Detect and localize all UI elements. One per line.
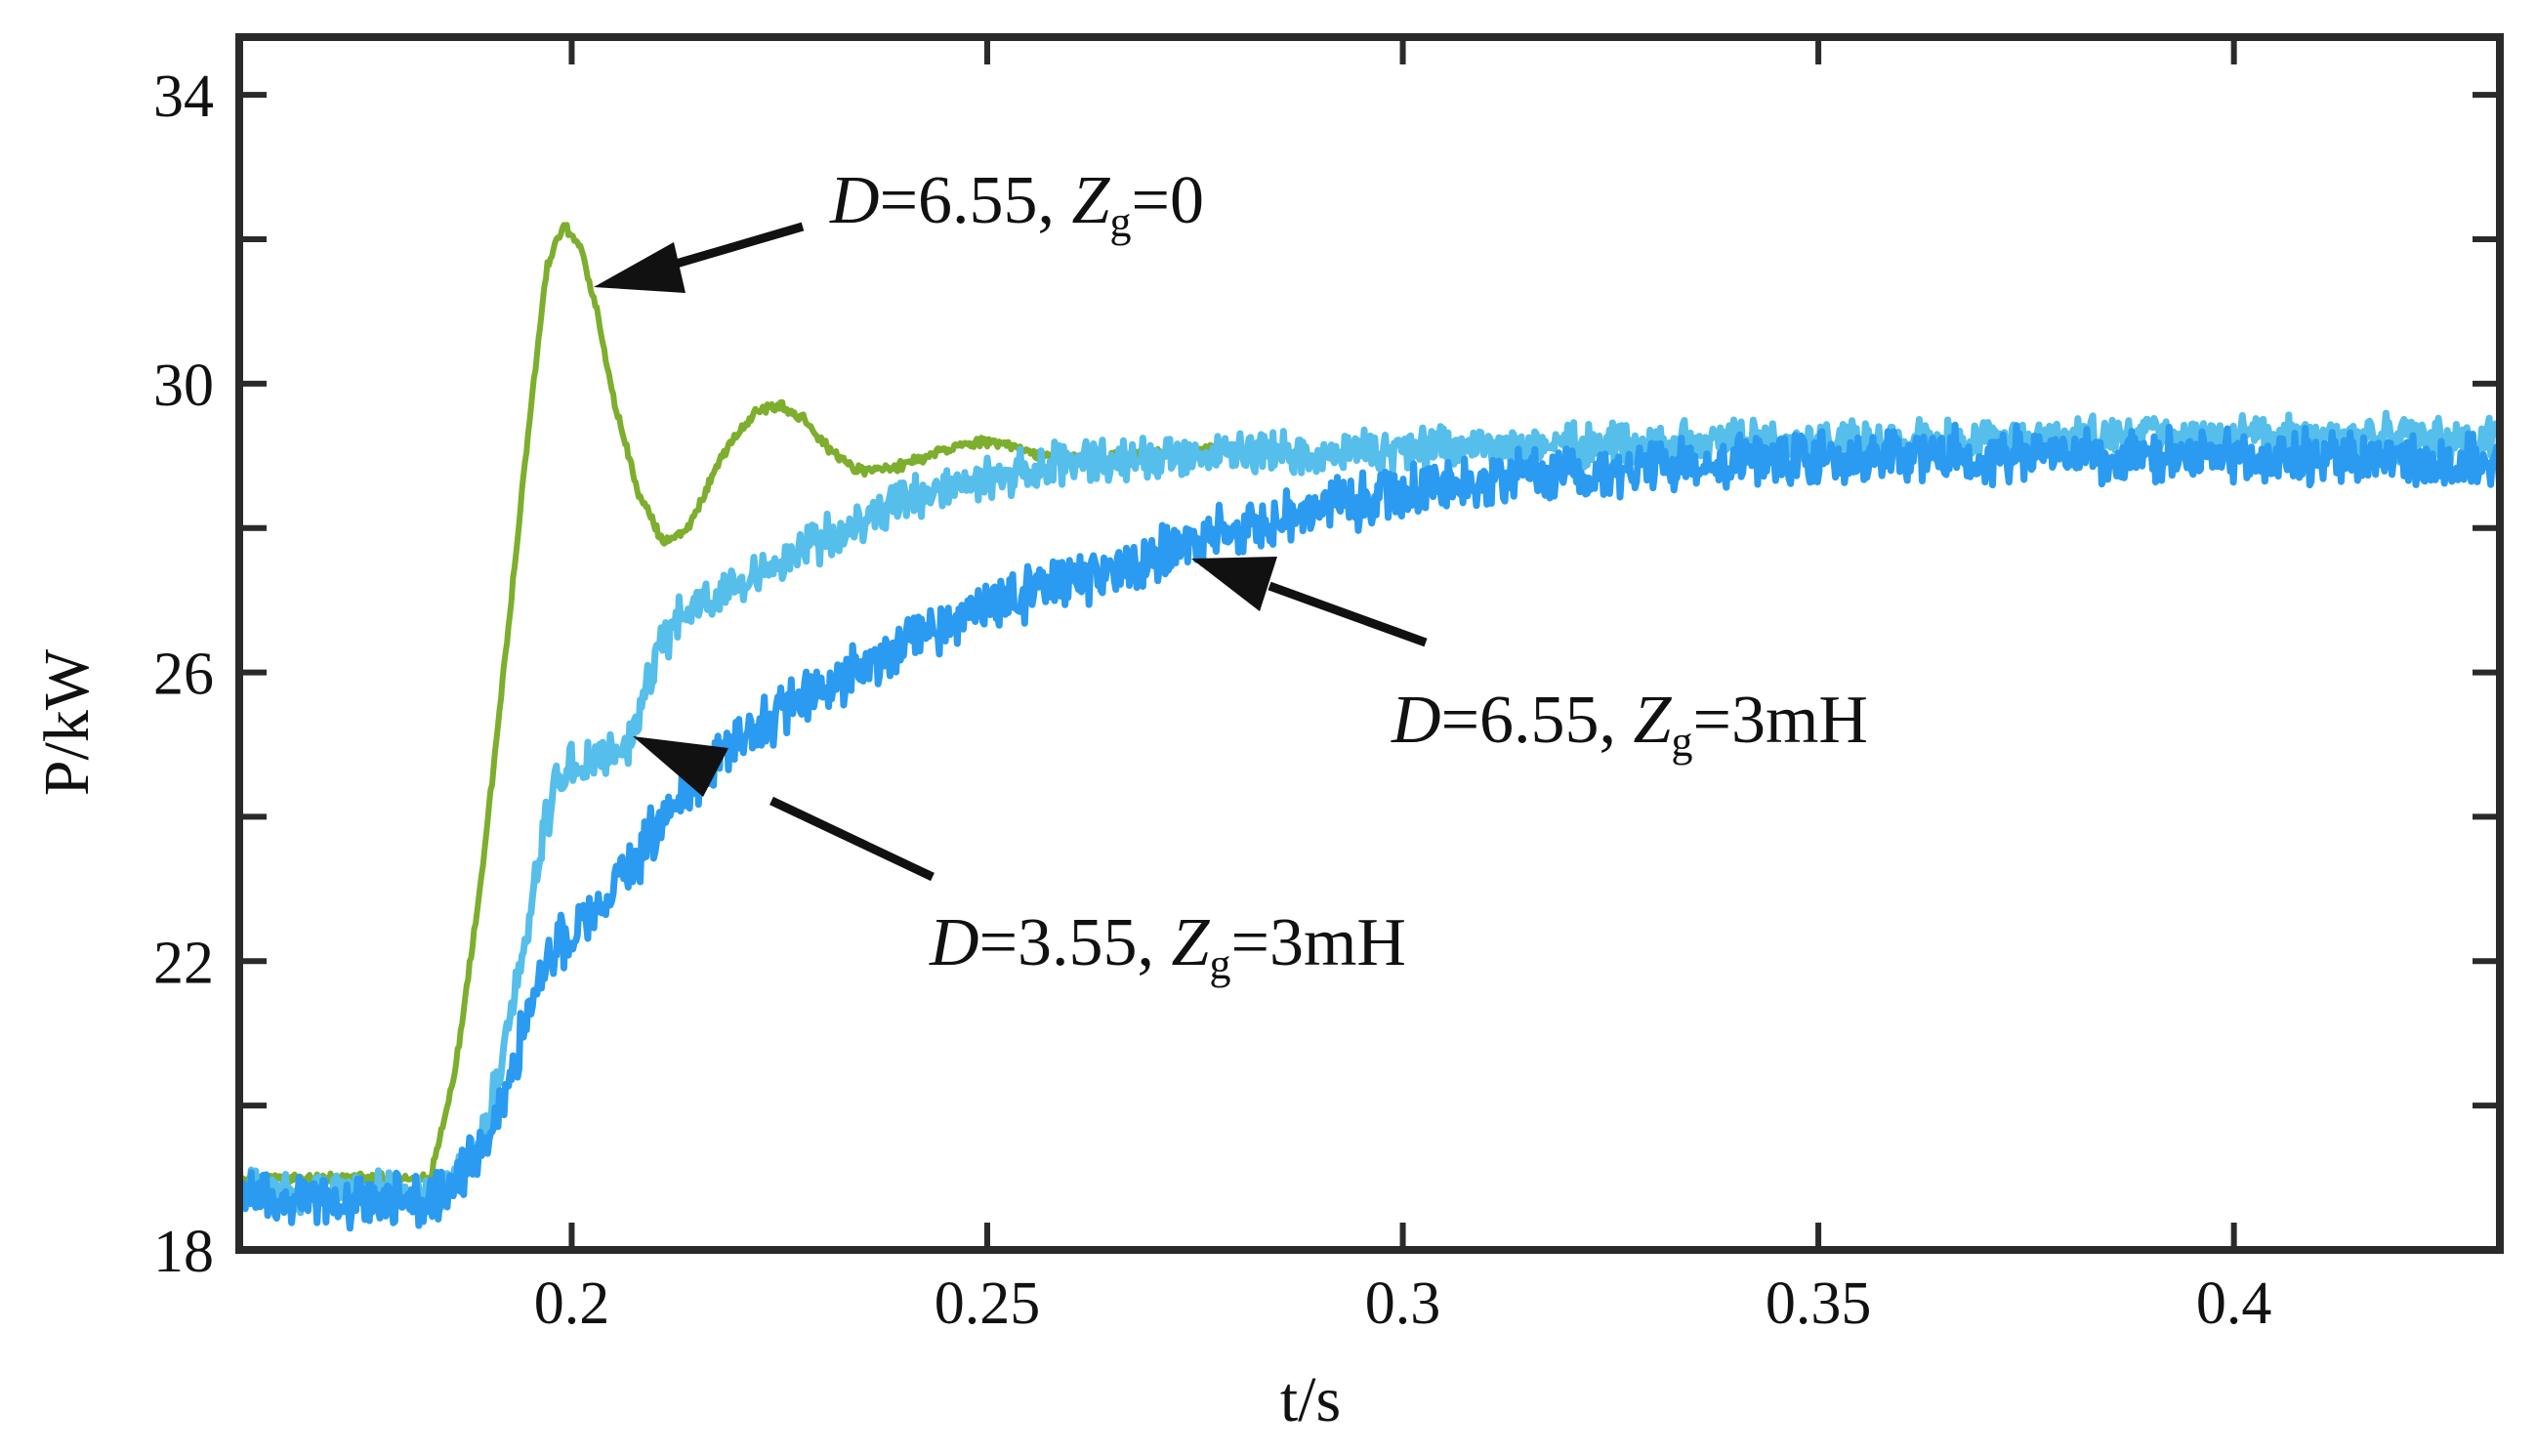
annotation-arrow-shaft [769, 796, 935, 882]
y-tick-label: 18 [153, 1219, 214, 1285]
annotation-arrow-shaft [1268, 581, 1428, 647]
x-tick-label: 0.35 [1766, 1270, 1872, 1337]
series-layer [239, 222, 2500, 1232]
annotation-arrow-shaft [654, 222, 805, 274]
y-tick-label: 30 [153, 353, 214, 419]
x-tick-label: 0.3 [1365, 1270, 1441, 1337]
tick-layer: 0.2 0.25 0.3 0.35 0.4 18 22 26 30 34 [153, 37, 2500, 1337]
plot-frame [235, 33, 2504, 1254]
y-tick-label: 22 [153, 930, 214, 996]
annotation-arrowhead [1191, 557, 1277, 611]
y-axis-label: P/kW [31, 648, 103, 796]
x-tick-label: 0.2 [534, 1270, 610, 1337]
annotation-arrowhead [594, 242, 686, 293]
x-axis-label: t/s [1280, 1364, 1341, 1435]
annotation-label: D=6.55, Zg=3mH [1391, 683, 1868, 766]
annotation-d655-zg0: D=6.55, Zg=0 [594, 163, 1204, 293]
x-tick-label: 0.4 [2196, 1270, 2272, 1337]
x-tick-label: 0.25 [935, 1270, 1041, 1337]
annotation-layer: D=6.55, Zg=0 D=6.55, Zg=3mH D=3.55, Zg=3… [594, 163, 1868, 988]
annotation-d655-zg3mh: D=6.55, Zg=3mH [1191, 557, 1868, 766]
series-line-2 [239, 409, 2500, 1218]
y-tick-label: 26 [153, 642, 214, 708]
annotation-label: D=3.55, Zg=3mH [929, 905, 1406, 988]
series-line-1 [239, 222, 1239, 1186]
annotation-label: D=6.55, Zg=0 [829, 163, 1204, 246]
annotation-arrowhead [633, 736, 728, 797]
y-tick-label: 34 [153, 63, 214, 130]
annotation-d355-zg3mh: D=3.55, Zg=3mH [633, 736, 1406, 988]
series-line-3 [239, 421, 2500, 1232]
